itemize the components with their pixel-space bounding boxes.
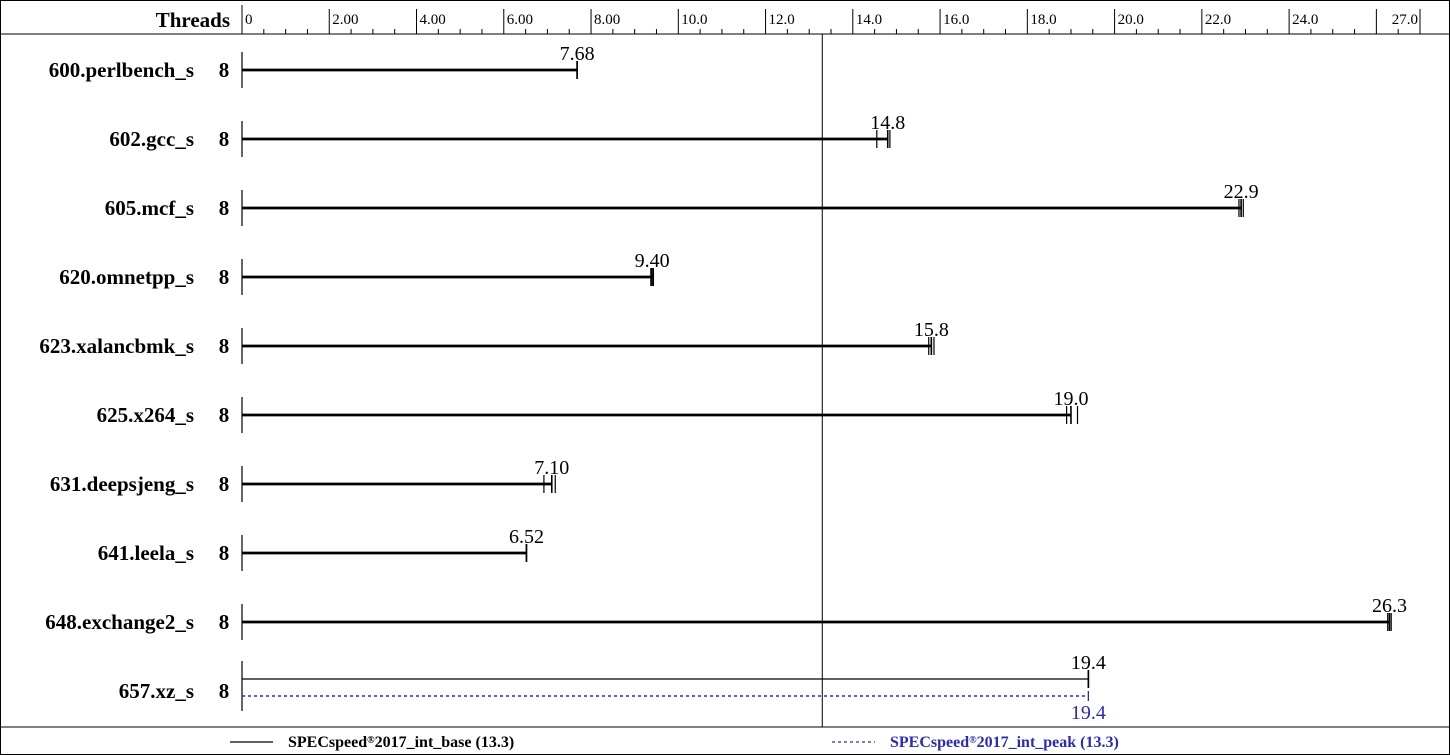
legend-peak: SPECspeed®2017_int_peak (13.3) [832,734,1119,751]
benchmark-name: 623.xalancbmk_s [39,334,194,358]
benchmark-row: 641.leela_s 8 6.52 [98,526,544,571]
threads-value: 8 [219,127,230,151]
x-tick-label: 27.0 [1392,12,1418,28]
benchmark-rows: 600.perlbench_s 8 7.68 602.gcc_s 8 14.8 605.mc… [39,43,1407,724]
benchmark-name: 602.gcc_s [109,127,194,151]
threads-value: 8 [219,265,230,289]
threads-value: 8 [219,472,230,496]
x-tick-label: 12.0 [769,12,795,28]
benchmark-row: 648.exchange2_s 8 26.3 [45,595,1407,640]
threads-value: 8 [219,679,230,703]
threads-value: 8 [219,58,230,82]
base-value-label: 22.9 [1224,181,1259,203]
x-tick-label: 6.00 [507,12,533,28]
threads-value: 8 [219,196,230,220]
base-value-label: 6.52 [509,526,544,548]
base-value-label: 15.8 [914,319,949,341]
benchmark-name: 605.mcf_s [105,196,194,220]
x-axis: Threads 0 2.00 4.00 6.00 8.00 10.0 12.0 14.0 16.0… [0,5,1450,35]
base-value-label: 7.68 [560,43,595,65]
base-value-label: 14.8 [870,112,905,134]
x-tick-label: 20.0 [1118,12,1144,28]
threads-value: 8 [219,403,230,427]
benchmark-name: 641.leela_s [98,541,194,565]
x-tick-label: 18.0 [1030,12,1056,28]
benchmark-name: 657.xz_s [119,679,194,703]
benchmark-name: 600.perlbench_s [49,58,194,82]
benchmark-row: 600.perlbench_s 8 7.68 [49,43,595,88]
legend-base-label: SPECspeed®2017_int_base (13.3) [288,734,514,751]
threads-value: 8 [219,334,230,358]
benchmark-name: 648.exchange2_s [45,610,194,634]
peak-value-label: 19.4 [1071,702,1106,724]
legend-peak-label: SPECspeed®2017_int_peak (13.3) [890,734,1119,751]
benchmark-name: 620.omnetpp_s [59,265,194,289]
base-value-label: 19.0 [1053,388,1088,410]
x-tick-label: 14.0 [856,12,882,28]
base-value-label: 9.40 [635,250,670,272]
benchmark-name: 625.x264_s [97,403,194,427]
benchmark-row: 623.xalancbmk_s 8 15.8 [39,319,949,364]
x-tick-label: 22.0 [1205,12,1231,28]
legend-base: SPECspeed®2017_int_base (13.3) [230,734,514,751]
threads-value: 8 [219,541,230,565]
threads-value: 8 [219,610,230,634]
legend: SPECspeed®2017_int_base (13.3) SPECspeed®… [0,726,1450,751]
benchmark-name: 631.deepsjeng_s [50,472,194,496]
benchmark-row: 620.omnetpp_s 8 9.40 [59,250,670,295]
x-tick-label: 0 [245,12,253,28]
threads-header: Threads [156,8,230,32]
benchmark-row: 631.deepsjeng_s 8 7.10 [50,457,569,502]
base-value-label: 26.3 [1372,595,1407,617]
x-tick-label: 2.00 [332,12,358,28]
benchmark-row: 605.mcf_s 8 22.9 [105,181,1259,226]
x-tick-label: 10.0 [681,12,707,28]
base-value-label: 7.10 [534,457,569,479]
benchmark-row: 625.x264_s 8 19.0 [97,388,1088,433]
benchmark-row: 602.gcc_s 8 14.8 [109,112,905,157]
x-tick-label: 8.00 [594,12,620,28]
benchmark-row: 657.xz_s 8 19.4 19.4 [119,652,1106,724]
x-tick-label: 24.0 [1292,12,1318,28]
base-value-label: 19.4 [1071,652,1106,674]
x-tick-label: 16.0 [943,12,969,28]
x-tick-label: 4.00 [420,12,446,28]
